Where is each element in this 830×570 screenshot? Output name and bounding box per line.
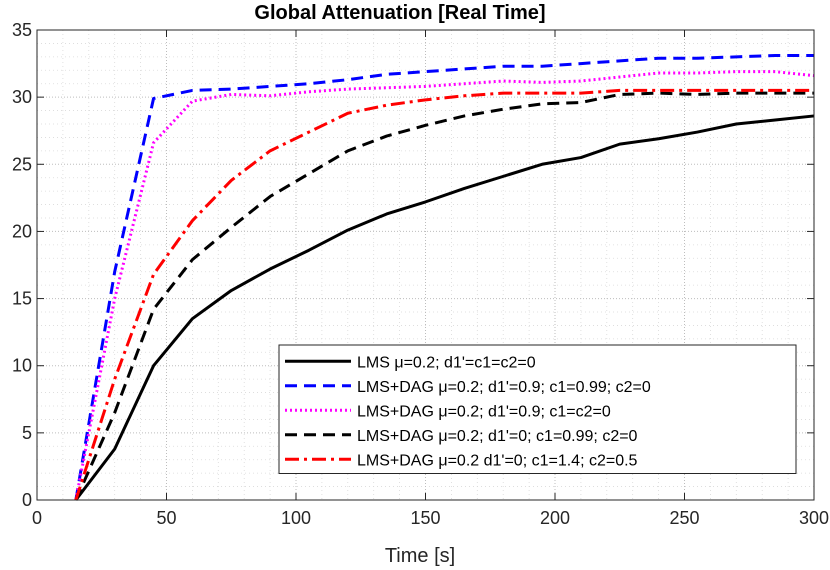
legend-label-3: LMS+DAG μ=0.2; d1'=0.9; c1=c2=0 — [357, 403, 611, 420]
series-line-3 — [74, 70, 815, 501]
legend-box — [278, 344, 797, 474]
y-tick-label: 25 — [12, 154, 32, 174]
x-tick-label: 250 — [669, 508, 699, 528]
x-tick-label: 100 — [281, 508, 311, 528]
x-tick-label: 150 — [410, 508, 440, 528]
legend: LMS μ=0.2; d1'=c1=c2=0 LMS+DAG μ=0.2; d1'… — [278, 344, 797, 474]
legend-label-5: LMS+DAG μ=0.2 d1'=0; c1=1.4; c2=0.5 — [357, 452, 638, 469]
series-line-4 — [74, 91, 814, 501]
x-tick-label: 50 — [156, 508, 176, 528]
legend-label-4: LMS+DAG μ=0.2; d1'=0; c1=0.99; c2=0 — [357, 428, 638, 445]
legend-label-1: LMS μ=0.2; d1'=c1=c2=0 — [357, 354, 536, 371]
series-line-5 — [74, 88, 814, 501]
x-tick-label: 0 — [32, 508, 42, 528]
legend-label-2: LMS+DAG μ=0.2; d1'=0.9; c1=0.99; c2=0 — [357, 379, 651, 396]
y-tick-label: 15 — [12, 289, 32, 309]
y-tick-label: 5 — [22, 423, 32, 443]
y-tick-label: 10 — [12, 356, 32, 376]
y-tick-label: 35 — [12, 20, 32, 40]
x-tick-label: 200 — [540, 508, 570, 528]
axis-ticks — [36, 29, 815, 501]
y-tick-label: 20 — [12, 221, 32, 241]
tick-labels: 0 50 100 150 200 250 300 0 5 10 15 20 25 30 35 — [12, 20, 829, 528]
chart-title: Global Attenuation [Real Time] — [254, 2, 545, 24]
y-tick-label: 30 — [12, 87, 32, 107]
series-layer — [74, 54, 815, 501]
x-tick-label: 300 — [799, 508, 829, 528]
y-tick-label: 0 — [22, 490, 32, 510]
x-axis-title: Time [s] — [385, 545, 455, 567]
series-line-1 — [74, 114, 815, 501]
